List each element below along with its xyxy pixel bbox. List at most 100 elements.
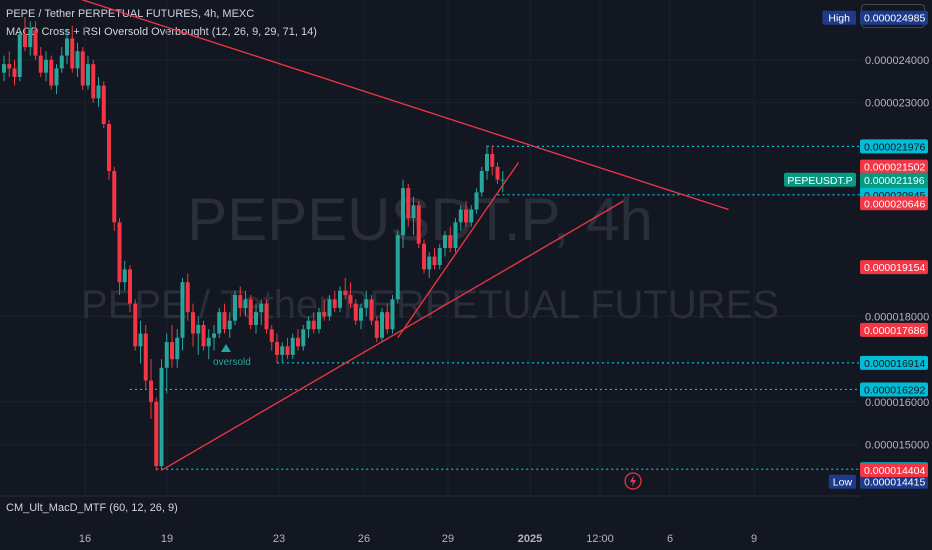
candle [17,29,22,82]
candle-body [280,346,285,355]
candle [248,295,253,330]
oversold-signal: oversold [213,344,251,368]
trendlines[interactable] [4,0,729,471]
lightning-icon[interactable] [624,472,642,490]
candle-body [264,303,269,330]
candle-body [248,299,253,325]
candle-body [317,312,321,330]
candle-body [269,329,274,343]
trendline[interactable] [397,162,520,339]
candle-body [59,55,64,69]
price-label-tag: Low [833,477,853,489]
candle [322,299,327,321]
candle-body [311,320,316,330]
candle [364,290,369,317]
candle-body [2,64,6,73]
candle-body [411,205,416,219]
candle-body [185,282,190,313]
candle-body [343,290,348,296]
candle-body [154,401,159,467]
candle-body [469,209,474,223]
candle [443,230,447,257]
candle [206,329,211,360]
candle [201,320,206,351]
price-label: 0.000014415 Low [828,474,928,489]
price-label-box [860,474,928,489]
price-label-box [860,10,928,25]
candle [254,303,258,334]
price-axis[interactable]: 0.000024000 0.000023000 0.000018000 0.00001… [865,55,929,452]
candle [185,273,190,321]
candle [12,59,17,86]
candle-body [49,59,54,86]
candle-body [296,337,300,347]
candle [348,282,353,308]
candle-body [212,333,216,338]
time-tick-label: 23 [273,533,285,545]
candle-body [28,29,33,48]
candle-body [485,153,489,172]
candle [28,21,33,56]
candle-body [348,295,353,304]
chart-title[interactable]: PEPE / Tether PERPETUAL FUTURES, 4h, MEX… [6,8,255,20]
price-label-box [860,382,928,397]
candle [233,290,237,325]
candle [70,25,75,73]
candle-body [432,256,437,266]
candle-body [44,59,48,73]
candle [264,299,269,334]
price-label: 0.000021976 [860,139,928,154]
candle-body [369,299,374,321]
candle [122,260,127,291]
candle [448,226,453,253]
price-label-value: 0.000020646 [864,198,925,210]
trendline[interactable] [4,0,729,211]
price-label: 0.000016292 [860,382,928,397]
oversold-label: oversold [213,357,251,368]
candle-body [33,29,38,56]
candle-body [54,68,59,86]
candle [149,359,153,420]
candle [133,299,138,351]
price-label-value: 0.000024985 [864,13,925,25]
price-label-box [860,322,928,337]
candle [222,303,227,334]
candle [191,303,195,347]
lower-indicator-legend[interactable]: CM_Ult_MacD_MTF (60, 12, 26, 9) [6,502,178,514]
candle-body [364,299,369,308]
candle-body [359,307,363,321]
candle-body [275,342,279,355]
price-label-value: 0.000014404 [864,465,925,477]
candle [280,342,285,364]
candle [107,119,111,180]
trendline[interactable] [161,200,624,471]
candle [80,47,85,90]
candle-body [86,64,90,86]
candle [285,337,290,360]
price-label: 0.000017686 [860,322,928,337]
candle [495,162,500,184]
candle [217,307,222,338]
candle-body [374,320,379,338]
price-label-tag-box [828,474,856,489]
candle [49,55,54,90]
candle [38,47,43,77]
candle [164,333,169,394]
time-axis[interactable]: 16 19 23 26 29 2025 12:00 6 9 [79,533,757,545]
horizontal-levels [130,145,860,470]
candle [385,303,390,334]
time-tick-label: 9 [751,533,757,545]
price-label-value: 0.000016914 [864,358,925,370]
candle [374,316,379,343]
candle [422,239,426,274]
candle [306,316,311,338]
price-label-box [860,355,928,370]
price-tick-label: 0.000015000 [865,440,929,452]
candle-body [395,235,400,300]
candle-body [422,243,426,270]
candle-body [259,303,264,313]
candle-body [322,312,327,317]
indicator-legend[interactable]: MACD Cross + RSI Oversold Overbought (12… [6,26,317,38]
price-labels: 0.000024985High0.0000219760.0000215020.0… [784,10,928,489]
